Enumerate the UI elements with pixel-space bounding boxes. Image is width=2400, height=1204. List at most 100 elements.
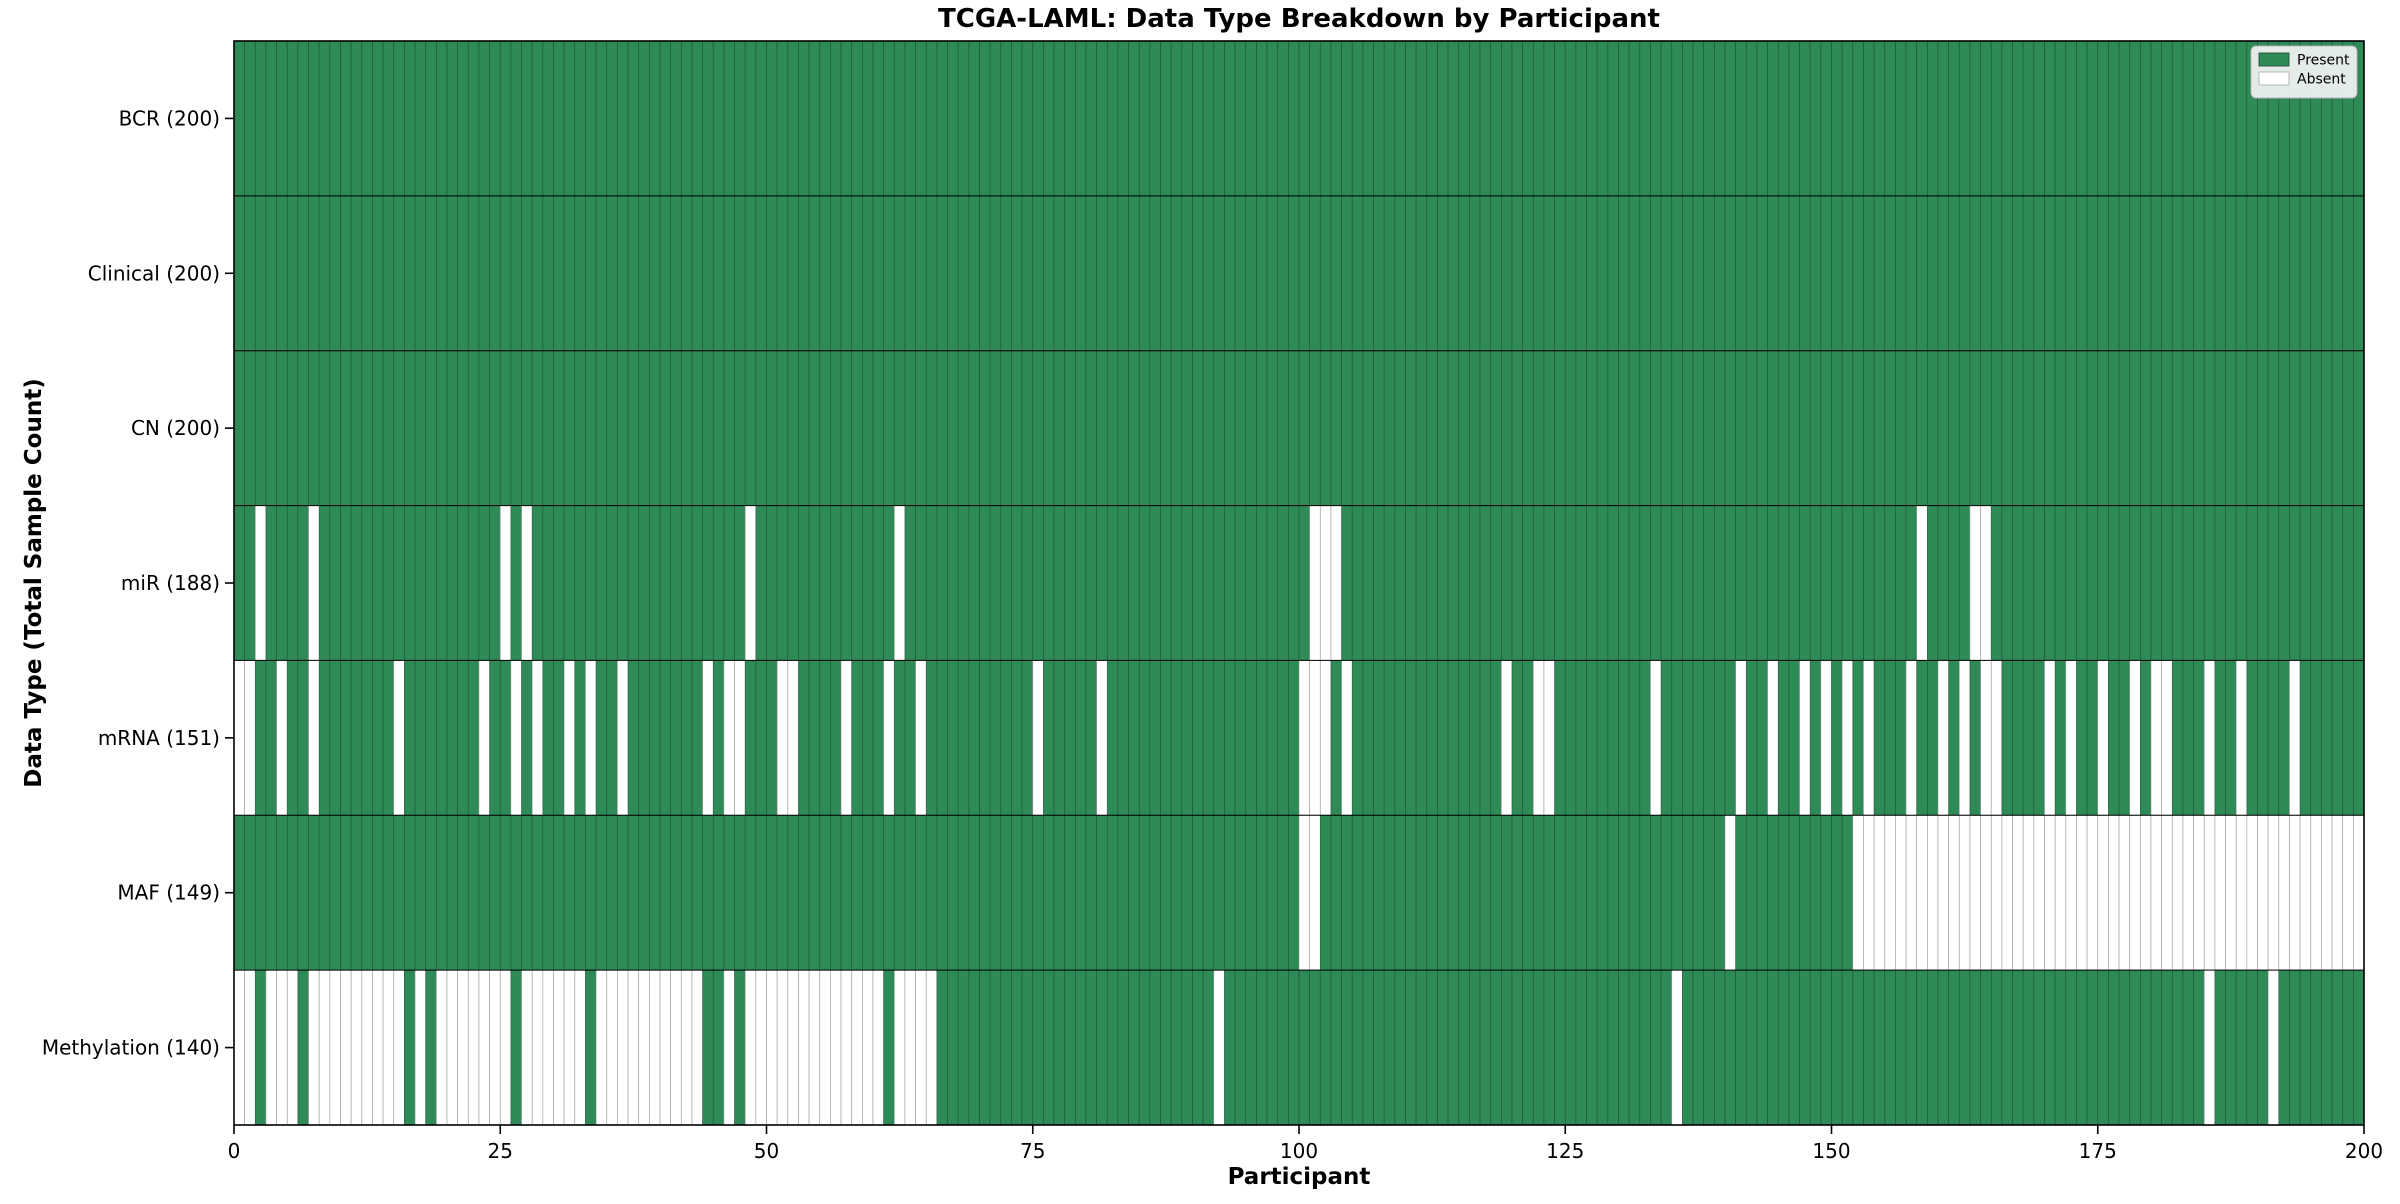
heatmap-cell bbox=[2193, 195, 2205, 352]
heatmap-cell bbox=[2097, 40, 2109, 197]
heatmap-cell bbox=[1650, 969, 1662, 1126]
heatmap-cell bbox=[989, 505, 1002, 661]
heatmap-cell bbox=[1213, 195, 1225, 352]
heatmap-cell bbox=[2086, 40, 2099, 197]
x-tick-label: 50 bbox=[754, 1139, 779, 1163]
heatmap-cell bbox=[1117, 350, 1129, 506]
heatmap-cell bbox=[1969, 195, 1981, 352]
heatmap-cell bbox=[2022, 505, 2035, 661]
heatmap-cell bbox=[382, 350, 395, 506]
heatmap-cell bbox=[1266, 660, 1279, 816]
heatmap-cell bbox=[840, 195, 853, 352]
heatmap-cell bbox=[1660, 660, 1673, 816]
heatmap-cell bbox=[244, 40, 256, 197]
heatmap-cell bbox=[372, 969, 384, 1126]
heatmap-cell bbox=[2246, 350, 2258, 506]
heatmap-cell bbox=[340, 350, 352, 506]
heatmap-cell bbox=[414, 969, 427, 1126]
heatmap-cell bbox=[1543, 660, 1555, 816]
heatmap-cell bbox=[776, 814, 789, 971]
heatmap-cell bbox=[2331, 195, 2344, 352]
heatmap-cell bbox=[2065, 814, 2077, 971]
heatmap-cell bbox=[2193, 350, 2205, 506]
heatmap-cell bbox=[1149, 660, 1161, 816]
heatmap-cell bbox=[1554, 195, 1566, 352]
heatmap-cell bbox=[1756, 969, 1768, 1126]
heatmap-cell bbox=[1469, 505, 1481, 661]
heatmap-cell bbox=[1000, 350, 1012, 506]
heatmap-cell bbox=[776, 195, 789, 352]
heatmap-cell bbox=[1692, 969, 1705, 1126]
heatmap-cell bbox=[744, 969, 757, 1126]
heatmap-cell bbox=[2278, 814, 2290, 971]
heatmap-cell bbox=[979, 814, 991, 971]
heatmap-cell bbox=[957, 969, 970, 1126]
heatmap-cell bbox=[382, 40, 395, 197]
heatmap-cell bbox=[297, 969, 309, 1126]
heatmap-cell bbox=[968, 814, 980, 971]
heatmap-cell bbox=[1383, 350, 1396, 506]
heatmap-cell bbox=[1650, 350, 1662, 506]
heatmap-cell bbox=[1160, 40, 1172, 197]
heatmap-cell bbox=[936, 195, 948, 352]
heatmap-cell bbox=[1032, 969, 1044, 1126]
heatmap-cell bbox=[1937, 660, 1949, 816]
heatmap-cell bbox=[2214, 505, 2226, 661]
heatmap-cell bbox=[595, 969, 608, 1126]
heatmap-cell bbox=[1021, 814, 1034, 971]
heatmap-cell bbox=[297, 195, 309, 352]
heatmap-cell bbox=[1511, 814, 1523, 971]
heatmap-cell bbox=[1138, 40, 1151, 197]
heatmap-cell bbox=[734, 814, 746, 971]
heatmap-cell bbox=[2044, 814, 2056, 971]
heatmap-cell bbox=[2342, 660, 2354, 816]
heatmap-cell bbox=[1362, 814, 1374, 971]
heatmap-cell bbox=[1554, 969, 1566, 1126]
heatmap-cell bbox=[776, 505, 789, 661]
heatmap-cell bbox=[1628, 814, 1641, 971]
heatmap-cell bbox=[1618, 195, 1630, 352]
heatmap-cell bbox=[1937, 814, 1949, 971]
heatmap-cell bbox=[1351, 350, 1364, 506]
heatmap-cell bbox=[2033, 969, 2045, 1126]
heatmap-cell bbox=[2161, 969, 2173, 1126]
heatmap-cell bbox=[904, 660, 916, 816]
heatmap-cell bbox=[1809, 195, 1822, 352]
heatmap-cell bbox=[1234, 350, 1247, 506]
heatmap-cell bbox=[638, 505, 650, 661]
heatmap-cell bbox=[2108, 969, 2120, 1126]
heatmap-cell bbox=[1277, 350, 1289, 506]
heatmap-cell bbox=[872, 505, 884, 661]
heatmap-cell bbox=[574, 814, 586, 971]
heatmap-cell bbox=[830, 660, 842, 816]
heatmap-cell bbox=[766, 505, 778, 661]
heatmap-cell bbox=[1479, 350, 1492, 506]
heatmap-cell bbox=[968, 40, 980, 197]
heatmap-cell bbox=[521, 814, 533, 971]
heatmap-cell bbox=[1586, 505, 1598, 661]
heatmap-cell bbox=[1479, 969, 1492, 1126]
heatmap-cell bbox=[404, 660, 416, 816]
heatmap-cell bbox=[638, 814, 650, 971]
heatmap-cell bbox=[1628, 40, 1641, 197]
heatmap-cell bbox=[1777, 969, 1790, 1126]
heatmap-cell bbox=[1085, 195, 1097, 352]
heatmap-cell bbox=[2086, 195, 2099, 352]
x-tick-label: 125 bbox=[1546, 1139, 1584, 1163]
heatmap-cell bbox=[1575, 814, 1587, 971]
heatmap-cell bbox=[2033, 195, 2045, 352]
heatmap-cell bbox=[2257, 505, 2269, 661]
heatmap-cell bbox=[1564, 814, 1577, 971]
heatmap-cell bbox=[2214, 660, 2226, 816]
heatmap-cell bbox=[1266, 505, 1279, 661]
heatmap-cell bbox=[979, 350, 991, 506]
heatmap-cell bbox=[1021, 195, 1034, 352]
heatmap-cell bbox=[2033, 814, 2045, 971]
heatmap-cell bbox=[819, 40, 831, 197]
heatmap-cell bbox=[1916, 505, 1928, 661]
heatmap-cell bbox=[1713, 660, 1726, 816]
heatmap-cell bbox=[2203, 350, 2216, 506]
heatmap-cell bbox=[2012, 969, 2024, 1126]
heatmap-cell bbox=[1511, 350, 1523, 506]
heatmap-cell bbox=[2044, 195, 2056, 352]
